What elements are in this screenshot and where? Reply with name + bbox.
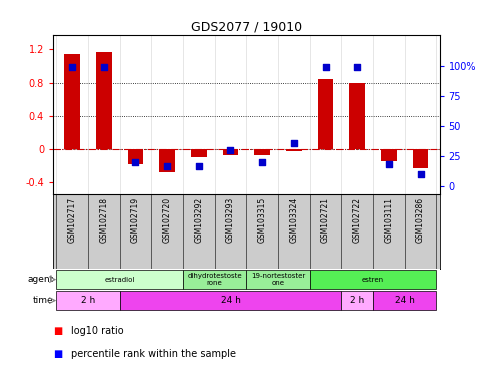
Bar (286, 149, 302, 151)
Bar (349, 83, 365, 149)
Bar (223, 149, 239, 156)
Text: 19-nortestoster
one: 19-nortestoster one (251, 273, 305, 286)
Point (131, 159, 139, 165)
Text: GSM102721: GSM102721 (321, 197, 330, 243)
Text: GSM103111: GSM103111 (384, 197, 393, 243)
Text: time: time (33, 296, 54, 305)
Text: 2 h: 2 h (350, 296, 364, 305)
Bar (318, 79, 333, 149)
Bar (381, 149, 397, 161)
Text: GSM103286: GSM103286 (416, 197, 425, 243)
Point (100, 64, 108, 70)
Text: agent: agent (27, 275, 54, 284)
Bar (246, 270, 310, 289)
Point (417, 171, 425, 177)
Point (354, 64, 361, 70)
Text: GSM102717: GSM102717 (68, 197, 77, 243)
Point (290, 140, 298, 146)
Bar (128, 149, 143, 164)
Bar (57, 270, 183, 289)
Point (322, 64, 329, 70)
Point (227, 147, 234, 153)
Text: 24 h: 24 h (221, 296, 241, 305)
Bar (412, 149, 428, 168)
Title: GDS2077 / 19010: GDS2077 / 19010 (191, 20, 302, 33)
Text: GSM103292: GSM103292 (194, 197, 203, 243)
Bar (183, 270, 246, 289)
Text: GSM103324: GSM103324 (289, 197, 298, 243)
Bar (191, 149, 207, 157)
Text: GSM103315: GSM103315 (257, 197, 267, 243)
Point (68, 64, 76, 70)
Bar (120, 291, 341, 310)
Bar (341, 291, 373, 310)
Text: log10 ratio: log10 ratio (71, 326, 124, 336)
Text: 24 h: 24 h (395, 296, 414, 305)
Bar (310, 270, 436, 289)
Text: 2 h: 2 h (81, 296, 95, 305)
Point (195, 162, 203, 169)
Text: dihydrotestoste
rone: dihydrotestoste rone (187, 273, 242, 286)
Text: GSM103293: GSM103293 (226, 197, 235, 243)
Text: GSM102718: GSM102718 (99, 197, 108, 243)
Text: estren: estren (362, 276, 384, 283)
Bar (373, 291, 436, 310)
Text: GSM102720: GSM102720 (163, 197, 171, 243)
Text: percentile rank within the sample: percentile rank within the sample (71, 349, 237, 359)
Point (258, 159, 266, 165)
Text: ■: ■ (53, 326, 62, 336)
Bar (57, 291, 120, 310)
Text: ■: ■ (53, 349, 62, 359)
Point (163, 162, 171, 169)
Text: GSM102719: GSM102719 (131, 197, 140, 243)
Bar (159, 149, 175, 172)
Bar (254, 149, 270, 156)
Text: estradiol: estradiol (104, 276, 135, 283)
Bar (64, 54, 80, 149)
Text: GSM102722: GSM102722 (353, 197, 362, 243)
Point (385, 161, 393, 167)
Bar (96, 52, 112, 149)
